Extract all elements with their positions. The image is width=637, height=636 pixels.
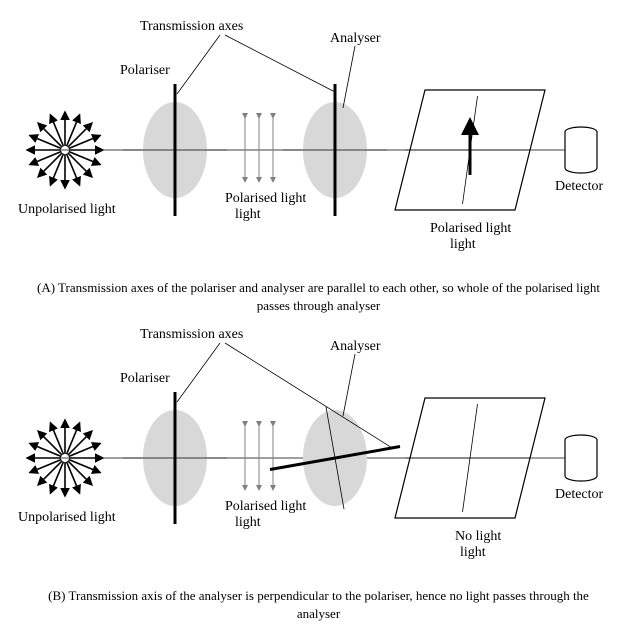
svg-text:Polarised light: Polarised light [225,191,306,206]
svg-text:Unpolarised light: Unpolarised light [18,510,116,525]
diagram-a: Unpolarised light Polariser Polarised ligh… [10,10,627,265]
panel-b: Unpolarised light Polariser Polarised ligh… [10,318,627,578]
caption-a: (A) Transmission axes of the polariser a… [10,275,627,318]
svg-text:Detector: Detector [555,487,604,502]
svg-text:light: light [235,515,261,530]
svg-text:Analyser: Analyser [330,339,381,354]
panel-a: Unpolarised light Polariser Polarised ligh… [10,10,627,270]
svg-text:Polariser: Polariser [120,371,170,386]
svg-text:Analyser: Analyser [330,31,381,46]
svg-text:No light: No light [455,529,501,544]
diagram-b: Unpolarised light Polariser Polarised ligh… [10,318,627,573]
svg-text:Polarised light: Polarised light [430,221,511,236]
svg-text:Transmission axes: Transmission axes [140,19,243,34]
svg-text:Transmission axes: Transmission axes [140,327,243,342]
svg-text:Polariser: Polariser [120,63,170,78]
svg-text:light: light [450,237,476,252]
svg-text:light: light [460,545,486,560]
caption-b: (B) Transmission axis of the analyser is… [10,583,627,626]
svg-text:Polarised light: Polarised light [225,499,306,514]
svg-text:light: light [235,207,261,222]
svg-text:Detector: Detector [555,179,604,194]
svg-text:Unpolarised light: Unpolarised light [18,202,116,217]
